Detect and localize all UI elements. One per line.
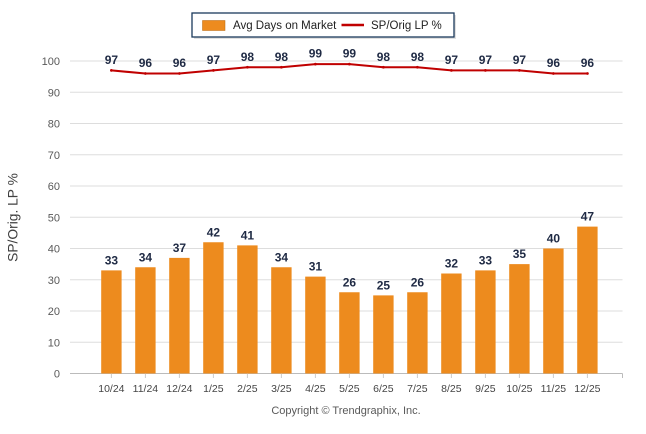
svg-text:47: 47 xyxy=(581,210,595,224)
svg-text:96: 96 xyxy=(581,56,595,70)
svg-text:99: 99 xyxy=(343,47,357,61)
svg-text:6/25: 6/25 xyxy=(373,383,394,395)
svg-text:98: 98 xyxy=(377,50,391,64)
svg-text:SP/Orig LP %: SP/Orig LP % xyxy=(371,20,442,32)
svg-text:1/25: 1/25 xyxy=(203,383,224,395)
svg-text:33: 33 xyxy=(479,253,493,267)
svg-text:97: 97 xyxy=(479,53,493,67)
svg-text:Copyright © Trendgraphix, Inc.: Copyright © Trendgraphix, Inc. xyxy=(271,405,420,417)
svg-text:SP/Orig. LP %: SP/Orig. LP % xyxy=(6,173,21,262)
svg-text:50: 50 xyxy=(48,212,60,224)
svg-text:Avg Days on Market: Avg Days on Market xyxy=(233,20,337,32)
svg-text:9/25: 9/25 xyxy=(475,383,496,395)
svg-text:98: 98 xyxy=(275,50,289,64)
svg-text:11/25: 11/25 xyxy=(541,383,567,395)
svg-text:31: 31 xyxy=(309,260,323,274)
svg-text:33: 33 xyxy=(105,253,119,267)
svg-text:99: 99 xyxy=(309,47,323,61)
svg-text:34: 34 xyxy=(139,250,153,264)
svg-text:100: 100 xyxy=(42,56,60,68)
svg-text:0: 0 xyxy=(54,369,60,381)
svg-text:40: 40 xyxy=(48,244,60,256)
svg-text:41: 41 xyxy=(241,228,255,242)
svg-text:97: 97 xyxy=(445,53,459,67)
svg-text:97: 97 xyxy=(513,53,527,67)
svg-text:25: 25 xyxy=(377,278,391,292)
svg-text:10/25: 10/25 xyxy=(506,383,532,395)
svg-text:97: 97 xyxy=(105,53,119,67)
svg-text:42: 42 xyxy=(207,225,221,239)
svg-text:37: 37 xyxy=(173,241,187,255)
svg-text:5/25: 5/25 xyxy=(339,383,360,395)
svg-text:11/24: 11/24 xyxy=(133,383,159,395)
svg-text:35: 35 xyxy=(513,247,527,261)
svg-text:80: 80 xyxy=(48,119,60,131)
svg-text:3/25: 3/25 xyxy=(271,383,292,395)
svg-text:10: 10 xyxy=(48,337,60,349)
svg-text:30: 30 xyxy=(48,275,60,287)
svg-text:34: 34 xyxy=(275,250,289,264)
svg-text:32: 32 xyxy=(445,257,459,271)
svg-text:7/25: 7/25 xyxy=(407,383,428,395)
svg-text:90: 90 xyxy=(48,87,60,99)
svg-text:70: 70 xyxy=(48,150,60,162)
svg-text:98: 98 xyxy=(241,50,255,64)
svg-text:98: 98 xyxy=(411,50,425,64)
svg-text:20: 20 xyxy=(48,306,60,318)
svg-text:2/25: 2/25 xyxy=(237,383,258,395)
svg-text:60: 60 xyxy=(48,181,60,193)
svg-text:12/24: 12/24 xyxy=(166,383,192,395)
svg-text:12/25: 12/25 xyxy=(574,383,600,395)
svg-text:40: 40 xyxy=(547,232,561,246)
svg-text:4/25: 4/25 xyxy=(305,383,326,395)
svg-text:96: 96 xyxy=(173,56,187,70)
svg-text:8/25: 8/25 xyxy=(441,383,462,395)
svg-text:26: 26 xyxy=(343,275,357,289)
svg-text:26: 26 xyxy=(411,275,425,289)
svg-text:96: 96 xyxy=(139,56,153,70)
svg-text:10/24: 10/24 xyxy=(98,383,124,395)
svg-text:97: 97 xyxy=(207,53,221,67)
svg-text:96: 96 xyxy=(547,56,561,70)
